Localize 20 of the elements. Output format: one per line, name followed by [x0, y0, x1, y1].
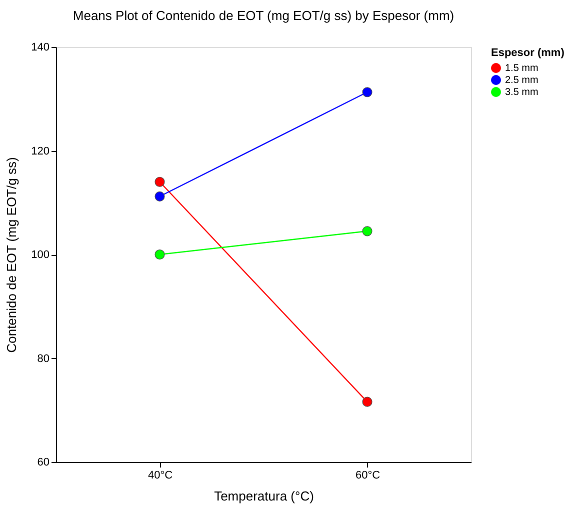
- x-tick-label: 40°C: [148, 470, 173, 482]
- legend-label: 3.5 mm: [505, 87, 538, 98]
- y-tick-label: 100: [31, 249, 50, 261]
- chart-title: Means Plot of Contenido de EOT (mg EOT/g ss) by Espesor (mm): [72, 8, 454, 23]
- legend-title: Espesor (mm): [491, 47, 565, 59]
- y-tick-label: 120: [31, 145, 50, 158]
- x-axis-title: Temperatura (°C): [214, 488, 314, 504]
- y-axis-title: Contenido de EOT (mg EOT/g ss): [4, 157, 20, 353]
- y-tick-label: 80: [37, 352, 50, 365]
- legend-label: 1.5 mm: [505, 63, 538, 74]
- point: [154, 249, 165, 260]
- x-tick-label: 60°C: [355, 470, 380, 482]
- legend-label: 2.5 mm: [505, 75, 538, 86]
- point: [362, 396, 372, 407]
- y-tick-label: 140: [31, 42, 50, 54]
- point: [154, 176, 165, 187]
- point: [362, 226, 372, 236]
- point: [362, 87, 372, 98]
- y-tick-label: 60: [37, 456, 50, 468]
- point: [154, 191, 165, 202]
